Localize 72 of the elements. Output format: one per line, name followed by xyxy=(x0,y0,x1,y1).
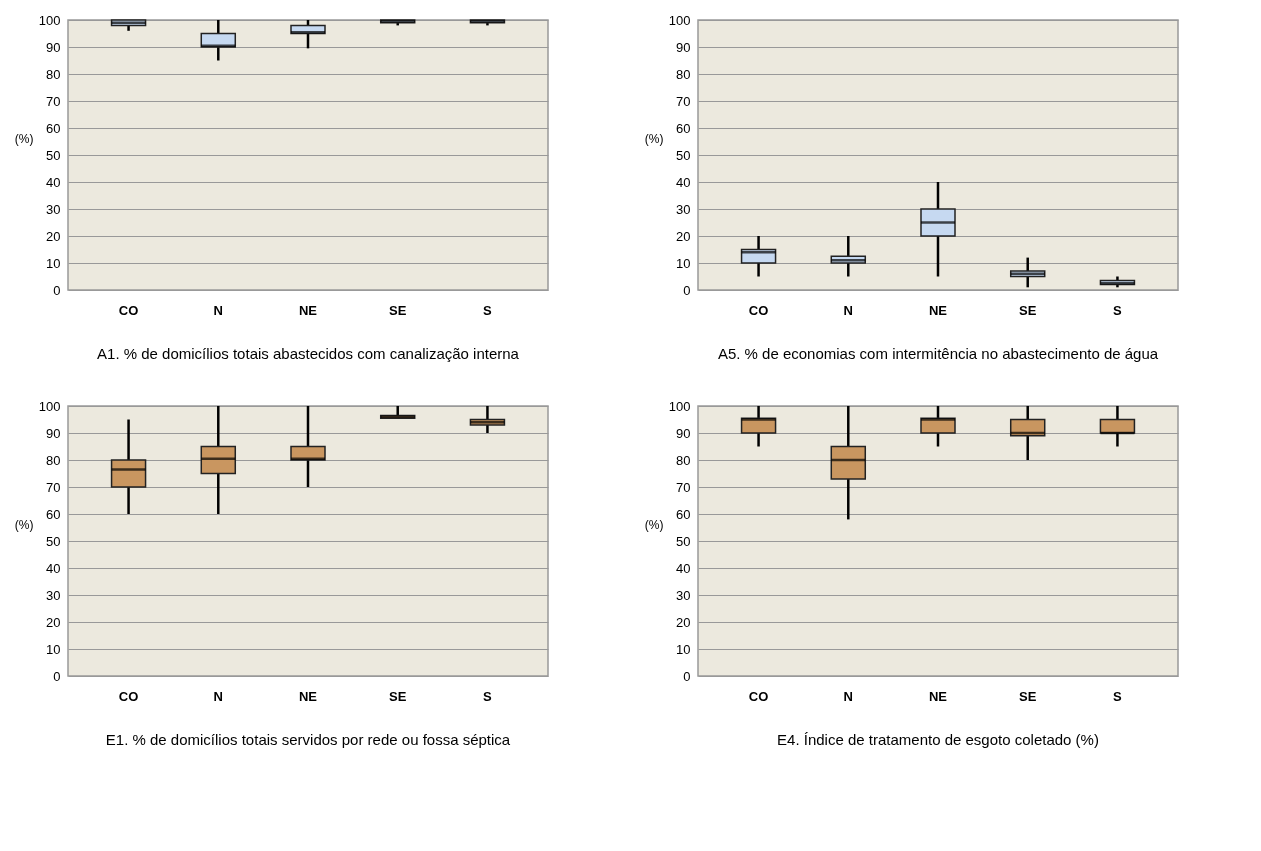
y-tick-label: 80 xyxy=(676,452,691,468)
y-tick-label: 20 xyxy=(46,228,61,244)
x-tick-label: SE xyxy=(1019,302,1037,318)
y-axis-title: (%) xyxy=(14,131,34,146)
x-tick-label: NE xyxy=(928,688,948,704)
x-tick-label: CO xyxy=(118,688,139,704)
text: E1. % de domicílios totais servidos por rede ou fossa séptica xyxy=(105,731,511,748)
y-tick-label: 40 xyxy=(46,560,61,576)
x-tick-label: S xyxy=(1113,302,1123,318)
y-tick-label: 50 xyxy=(676,533,691,549)
y-tick-label: 10 xyxy=(676,641,691,657)
x-tick-label: S xyxy=(483,302,493,318)
y-tick-label: 60 xyxy=(46,120,61,136)
text: A1. % de domicílios totais abastecidos com canalização interna xyxy=(97,345,520,362)
y-tick-label: 100 xyxy=(38,398,61,414)
y-tick-label: 30 xyxy=(46,201,61,217)
y-tick-label: 60 xyxy=(676,506,691,522)
y-tick-label: 0 xyxy=(53,282,61,298)
y-tick-label: 70 xyxy=(676,479,691,495)
x-tick-label: SE xyxy=(389,302,407,318)
y-tick-label: 70 xyxy=(46,93,61,109)
x-tick-label: N xyxy=(213,688,223,704)
y-tick-label: 0 xyxy=(683,282,691,298)
text: A5. % de economias com intermitência no abastecimento de água xyxy=(717,345,1159,362)
x-tick-label: N xyxy=(213,302,223,318)
y-tick-label: 40 xyxy=(46,174,61,190)
y-tick-label: 20 xyxy=(46,614,61,630)
x-tick-label: CO xyxy=(748,302,769,318)
x-tick-label: SE xyxy=(389,688,407,704)
x-tick-label: NE xyxy=(298,302,318,318)
x-tick-label: NE xyxy=(928,302,948,318)
y-tick-label: 90 xyxy=(676,39,691,55)
y-tick-label: 100 xyxy=(668,12,691,28)
y-axis-title: (%) xyxy=(644,517,664,532)
y-tick-label: 30 xyxy=(676,201,691,217)
y-tick-label: 0 xyxy=(683,668,691,684)
y-tick-label: 100 xyxy=(38,12,61,28)
y-tick-label: 60 xyxy=(46,506,61,522)
x-tick-label: S xyxy=(1113,688,1123,704)
y-tick-label: 20 xyxy=(676,614,691,630)
y-axis-title: (%) xyxy=(14,517,34,532)
x-tick-label: CO xyxy=(118,302,139,318)
y-tick-label: 30 xyxy=(46,587,61,603)
y-tick-label: 40 xyxy=(676,174,691,190)
x-tick-label: NE xyxy=(298,688,318,704)
y-tick-label: 20 xyxy=(676,228,691,244)
y-tick-label: 10 xyxy=(46,255,61,271)
y-tick-label: 80 xyxy=(46,66,61,82)
x-tick-label: N xyxy=(843,302,853,318)
text: E4. Índice de tratamento de esgoto coletado (%) xyxy=(777,731,1099,748)
y-tick-label: 60 xyxy=(676,120,691,136)
y-tick-label: 50 xyxy=(46,147,61,163)
y-axis-title: (%) xyxy=(644,131,664,146)
y-tick-label: 70 xyxy=(676,93,691,109)
x-tick-label: N xyxy=(843,688,853,704)
y-tick-label: 0 xyxy=(53,668,61,684)
x-tick-label: CO xyxy=(748,688,769,704)
y-tick-label: 10 xyxy=(676,255,691,271)
y-tick-label: 10 xyxy=(46,641,61,657)
x-tick-label: S xyxy=(483,688,493,704)
y-tick-label: 40 xyxy=(676,560,691,576)
y-tick-label: 50 xyxy=(676,147,691,163)
y-tick-label: 80 xyxy=(676,66,691,82)
y-tick-label: 90 xyxy=(676,425,691,441)
x-tick-label: SE xyxy=(1019,688,1037,704)
y-tick-label: 90 xyxy=(46,39,61,55)
y-tick-label: 90 xyxy=(46,425,61,441)
y-tick-label: 30 xyxy=(676,587,691,603)
y-tick-label: 80 xyxy=(46,452,61,468)
y-tick-label: 70 xyxy=(46,479,61,495)
y-tick-label: 50 xyxy=(46,533,61,549)
y-tick-label: 100 xyxy=(668,398,691,414)
